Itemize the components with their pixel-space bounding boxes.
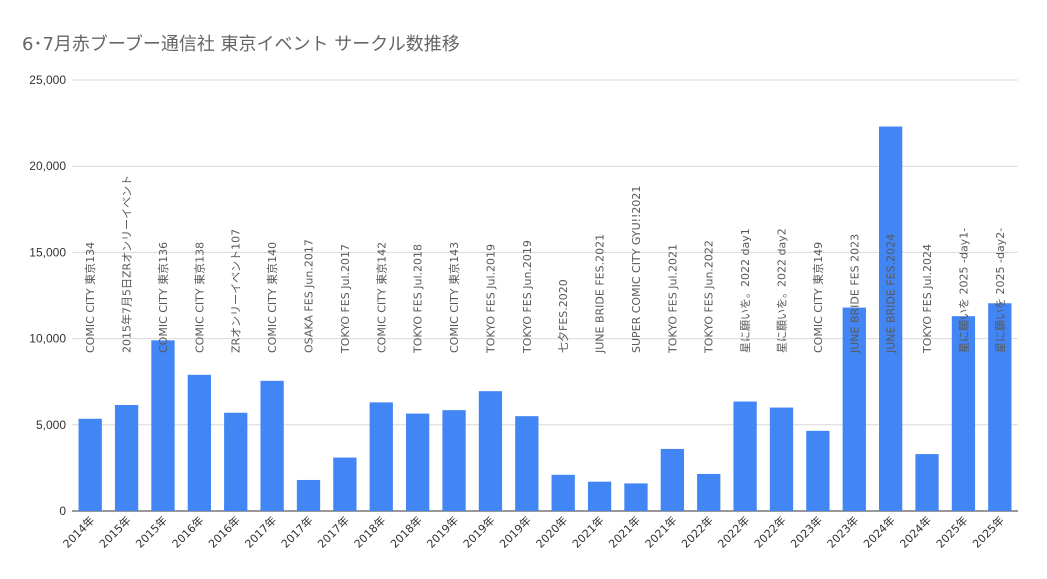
x-category-label: 2014年: [60, 513, 97, 550]
event-label: TOKYO FES Jul.2018: [412, 244, 425, 354]
x-category-label: 2015年: [133, 513, 170, 550]
bar: [733, 401, 757, 511]
y-axis-ticks: 0 5,000 10,000 15,000 20,000 25,000: [29, 73, 66, 518]
event-label: ZRオンリーイベント107: [230, 229, 243, 353]
bar: [842, 307, 866, 511]
event-label: 星に願いを。2022 day2: [776, 228, 789, 353]
event-label: TOKYO FES Jul.2019: [484, 244, 497, 354]
bar: [369, 402, 393, 511]
bar: [333, 457, 357, 511]
x-category-label: 2017年: [315, 513, 352, 550]
x-category-label: 2019年: [460, 513, 497, 550]
x-category-label: 2017年: [278, 513, 315, 550]
x-category-label: 2018年: [387, 513, 424, 550]
x-category-label: 2024年: [897, 513, 934, 550]
y-tick-label: 20,000: [29, 159, 66, 173]
event-label: COMIC CITY 東京136: [156, 242, 170, 353]
bar: [406, 413, 430, 511]
event-label: 星に願いを 2025 -day2-: [994, 228, 1007, 353]
event-labels: COMIC CITY 東京134 2015年7月5日ZRオンリーイベント COMIC…: [83, 175, 1007, 354]
event-label: 2015年7月5日ZRオンリーイベント: [120, 175, 134, 353]
bar: [660, 448, 684, 511]
x-axis-categories: 2014年 2015年 2015年 2016年 2016年 2017年 2017年 2017年…: [60, 513, 1007, 550]
bar: [515, 416, 539, 511]
bar: [587, 481, 612, 511]
bar: [478, 391, 503, 511]
bar: [769, 407, 794, 511]
x-category-label: 2022年: [678, 513, 715, 550]
x-category-label: 2022年: [751, 513, 788, 550]
x-category-label: 2025年: [969, 513, 1006, 550]
bar: [187, 374, 211, 511]
bar: [78, 418, 102, 511]
bar: [879, 126, 903, 511]
x-category-label: 2020年: [533, 513, 570, 550]
bar: [915, 454, 939, 511]
x-category-label: 2016年: [205, 513, 242, 550]
bar: [114, 404, 139, 511]
event-label: OSAKA FES Jun.2017: [303, 239, 316, 353]
x-category-label: 2018年: [351, 513, 388, 550]
bar: [260, 380, 284, 511]
bar: [551, 474, 575, 511]
event-label: COMIC CITY 東京138: [192, 242, 206, 353]
y-tick-label: 0: [59, 504, 66, 518]
bar: [951, 316, 976, 511]
bar: [224, 412, 248, 511]
event-label: TOKYO FES Jul.2021: [666, 244, 679, 354]
event-label: JUNE BRIDE FES.2021: [594, 234, 607, 354]
x-category-label: 2023年: [824, 513, 861, 550]
event-label: SUPER COMIC CITY GYU!!2021: [630, 186, 643, 353]
bar: [697, 473, 721, 511]
x-category-label: 2019年: [424, 513, 461, 550]
event-label: TOKYO FES Jun.2019: [521, 240, 534, 354]
event-label: JUNE BRIDE FES 2023: [848, 234, 861, 354]
bar: [806, 430, 830, 511]
x-category-label: 2021年: [606, 513, 643, 550]
event-label: COMIC CITY 東京142: [374, 242, 388, 353]
event-label: 七夕FES.2020: [557, 279, 570, 353]
event-label: TOKYO FES Jun.2022: [703, 240, 716, 354]
event-label: COMIC CITY 東京143: [447, 242, 461, 353]
bar: [624, 483, 648, 511]
x-category-label: 2017年: [242, 513, 279, 550]
event-label: JUNE BRIDE FES.2024: [885, 234, 898, 354]
y-tick-label: 10,000: [29, 332, 66, 346]
bars: [78, 126, 1012, 511]
x-category-label: 2021年: [569, 513, 606, 550]
bar: [988, 303, 1012, 511]
event-label: TOKYO FES Jul.2017: [339, 244, 352, 354]
x-category-label: 2024年: [860, 513, 897, 550]
y-tick-label: 15,000: [29, 245, 66, 259]
event-label: 星に願いを 2025 -day1-: [957, 228, 970, 353]
event-label: COMIC CITY 東京149: [811, 242, 825, 353]
event-label: COMIC CITY 東京134: [83, 242, 97, 353]
x-category-label: 2022年: [715, 513, 752, 550]
x-category-label: 2015年: [96, 513, 133, 550]
x-category-label: 2019年: [496, 513, 533, 550]
gridlines: [72, 79, 1018, 512]
event-label: COMIC CITY 東京140: [265, 242, 279, 353]
bar: [442, 410, 466, 511]
x-category-label: 2021年: [642, 513, 679, 550]
x-category-label: 2025年: [933, 513, 970, 550]
bar: [296, 479, 321, 511]
x-category-label: 2016年: [169, 513, 206, 550]
event-label: 星に願いを。2022 day1: [739, 228, 752, 353]
event-label: TOKYO FES Jul.2024: [921, 244, 934, 354]
x-category-label: 2023年: [788, 513, 825, 550]
y-tick-label: 25,000: [29, 73, 66, 87]
chart-title: 6･7月赤ブーブー通信社 東京イベント サークル数推移: [22, 34, 460, 55]
bar: [151, 340, 175, 511]
y-tick-label: 5,000: [36, 418, 66, 432]
